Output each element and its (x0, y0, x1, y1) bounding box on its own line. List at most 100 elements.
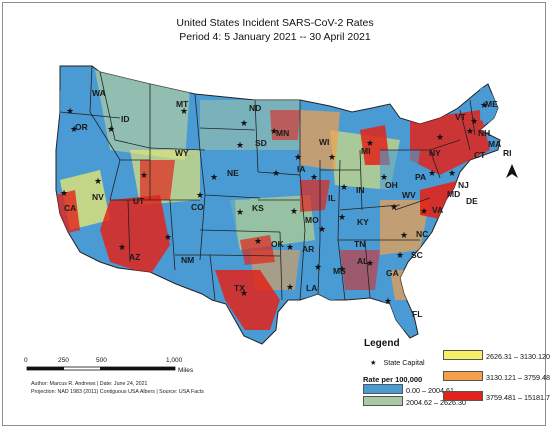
svg-text:★: ★ (340, 183, 348, 193)
state-label: VT (455, 112, 466, 122)
legend-swatch-class-1 (363, 384, 403, 394)
svg-text:★: ★ (196, 191, 204, 201)
legend-label-class-5: 3759.481 – 15181.75 (486, 393, 550, 402)
state-label: SC (411, 250, 423, 260)
state-label: LA (306, 283, 318, 293)
svg-text:★: ★ (338, 265, 346, 275)
svg-text:★: ★ (314, 263, 322, 273)
state-label: WI (319, 137, 330, 147)
state-label: DE (466, 196, 478, 206)
legend-swatch-class-3 (443, 350, 483, 360)
state-label: MD (447, 189, 461, 199)
svg-text:★: ★ (366, 259, 374, 269)
state-label: IN (356, 185, 365, 195)
svg-text:★: ★ (70, 125, 78, 135)
svg-text:★: ★ (380, 173, 388, 183)
svg-text:★: ★ (66, 107, 74, 117)
svg-text:★: ★ (164, 233, 172, 243)
svg-text:★: ★ (272, 169, 280, 179)
state-label: UT (133, 196, 145, 206)
state-label: MT (176, 99, 189, 109)
svg-text:★: ★ (180, 107, 188, 117)
svg-text:★: ★ (436, 133, 444, 143)
svg-text:★: ★ (470, 117, 478, 127)
legend-swatch-class-5 (443, 391, 483, 401)
state-label: RI (503, 148, 512, 158)
svg-text:★: ★ (290, 207, 298, 217)
capital-legend-label: State Capital (383, 358, 425, 367)
legend-label-class-4: 3130.121 – 3759.48 (486, 373, 550, 382)
state-label: ME (485, 99, 498, 109)
svg-text:★: ★ (240, 289, 248, 299)
state-label: OK (271, 239, 284, 249)
state-label: CT (474, 150, 486, 160)
state-label: NV (92, 192, 104, 202)
svg-text:★: ★ (118, 243, 126, 253)
scale-tick-label: 250 (58, 357, 69, 364)
svg-text:★: ★ (236, 141, 244, 151)
state-label: MI (361, 146, 371, 156)
state-label: ID (121, 114, 130, 124)
scale-tick-label: 1,000 (166, 357, 183, 364)
legend-label-class-1: 0.00 – 2004.61 (406, 386, 454, 395)
svg-text:★: ★ (390, 203, 398, 213)
svg-text:★: ★ (396, 251, 404, 261)
state-label: MA (488, 139, 502, 149)
svg-text:★: ★ (270, 127, 278, 137)
state-label: TX (234, 283, 245, 293)
state-label: OR (75, 122, 88, 132)
state-label: AR (302, 244, 315, 254)
legend-swatch-class-4 (443, 371, 483, 381)
svg-text:★: ★ (400, 231, 408, 241)
state-boundaries (59, 65, 476, 301)
state-label: NC (416, 229, 429, 239)
svg-text:★: ★ (366, 139, 374, 149)
map-title: United States Incident SARS-CoV-2 Rates (176, 17, 374, 29)
svg-text:★: ★ (236, 208, 244, 218)
state-label: FL (412, 309, 423, 319)
state-label: NY (429, 148, 441, 158)
scale-tick-label: 0 (24, 357, 28, 364)
state-label: TN (354, 239, 366, 249)
scale-tick-label: 500 (96, 357, 107, 364)
svg-text:★: ★ (328, 153, 336, 163)
legend-label-class-2: 2004.62 – 2626.30 (406, 398, 466, 407)
state-label: NE (227, 168, 239, 178)
scale-bar (26, 366, 176, 371)
svg-text:★: ★ (318, 225, 326, 235)
svg-text:★: ★ (428, 169, 436, 179)
state-label: AL (357, 256, 369, 266)
svg-text:★: ★ (107, 125, 115, 135)
svg-text:★: ★ (94, 177, 102, 187)
author-credit: Author: Marcus R. Andrews | Date: June 2… (31, 381, 148, 387)
state-label: MO (305, 215, 319, 225)
star-icon: ★ (370, 358, 377, 367)
svg-text:★: ★ (480, 101, 488, 111)
state-label: VA (432, 205, 444, 215)
svg-text:★: ★ (384, 297, 392, 307)
state-label: WY (175, 148, 189, 158)
state-label: CA (64, 203, 77, 213)
state-label: KS (252, 203, 264, 213)
svg-text:★: ★ (140, 171, 148, 181)
svg-text:★: ★ (286, 243, 294, 253)
state-label: NJ (458, 180, 469, 190)
county-rate-fills (56, 70, 500, 330)
svg-text:★: ★ (310, 173, 318, 183)
state-label: IA (297, 164, 306, 174)
state-label: WV (402, 190, 416, 200)
state-label: NM (181, 255, 195, 265)
svg-text:★: ★ (294, 153, 302, 163)
state-capital-markers: ★★ ★ ★★★ ★★ ★ ★★★ ★★★ ★★★ ★★★ ★★ ★ ★★ ★ ★★★ … (60, 101, 488, 307)
state-label: AZ (129, 252, 141, 262)
svg-text:★: ★ (286, 283, 294, 293)
state-label: WA (92, 88, 106, 98)
state-label: KY (357, 217, 369, 227)
svg-text:★: ★ (210, 173, 218, 183)
state-label: IL (328, 193, 336, 203)
state-label: SD (255, 138, 267, 148)
state-label: CO (191, 202, 204, 212)
map-period-subtitle: Period 4: 5 January 2021 -- 30 April 202… (179, 31, 371, 43)
state-label: GA (386, 268, 399, 278)
